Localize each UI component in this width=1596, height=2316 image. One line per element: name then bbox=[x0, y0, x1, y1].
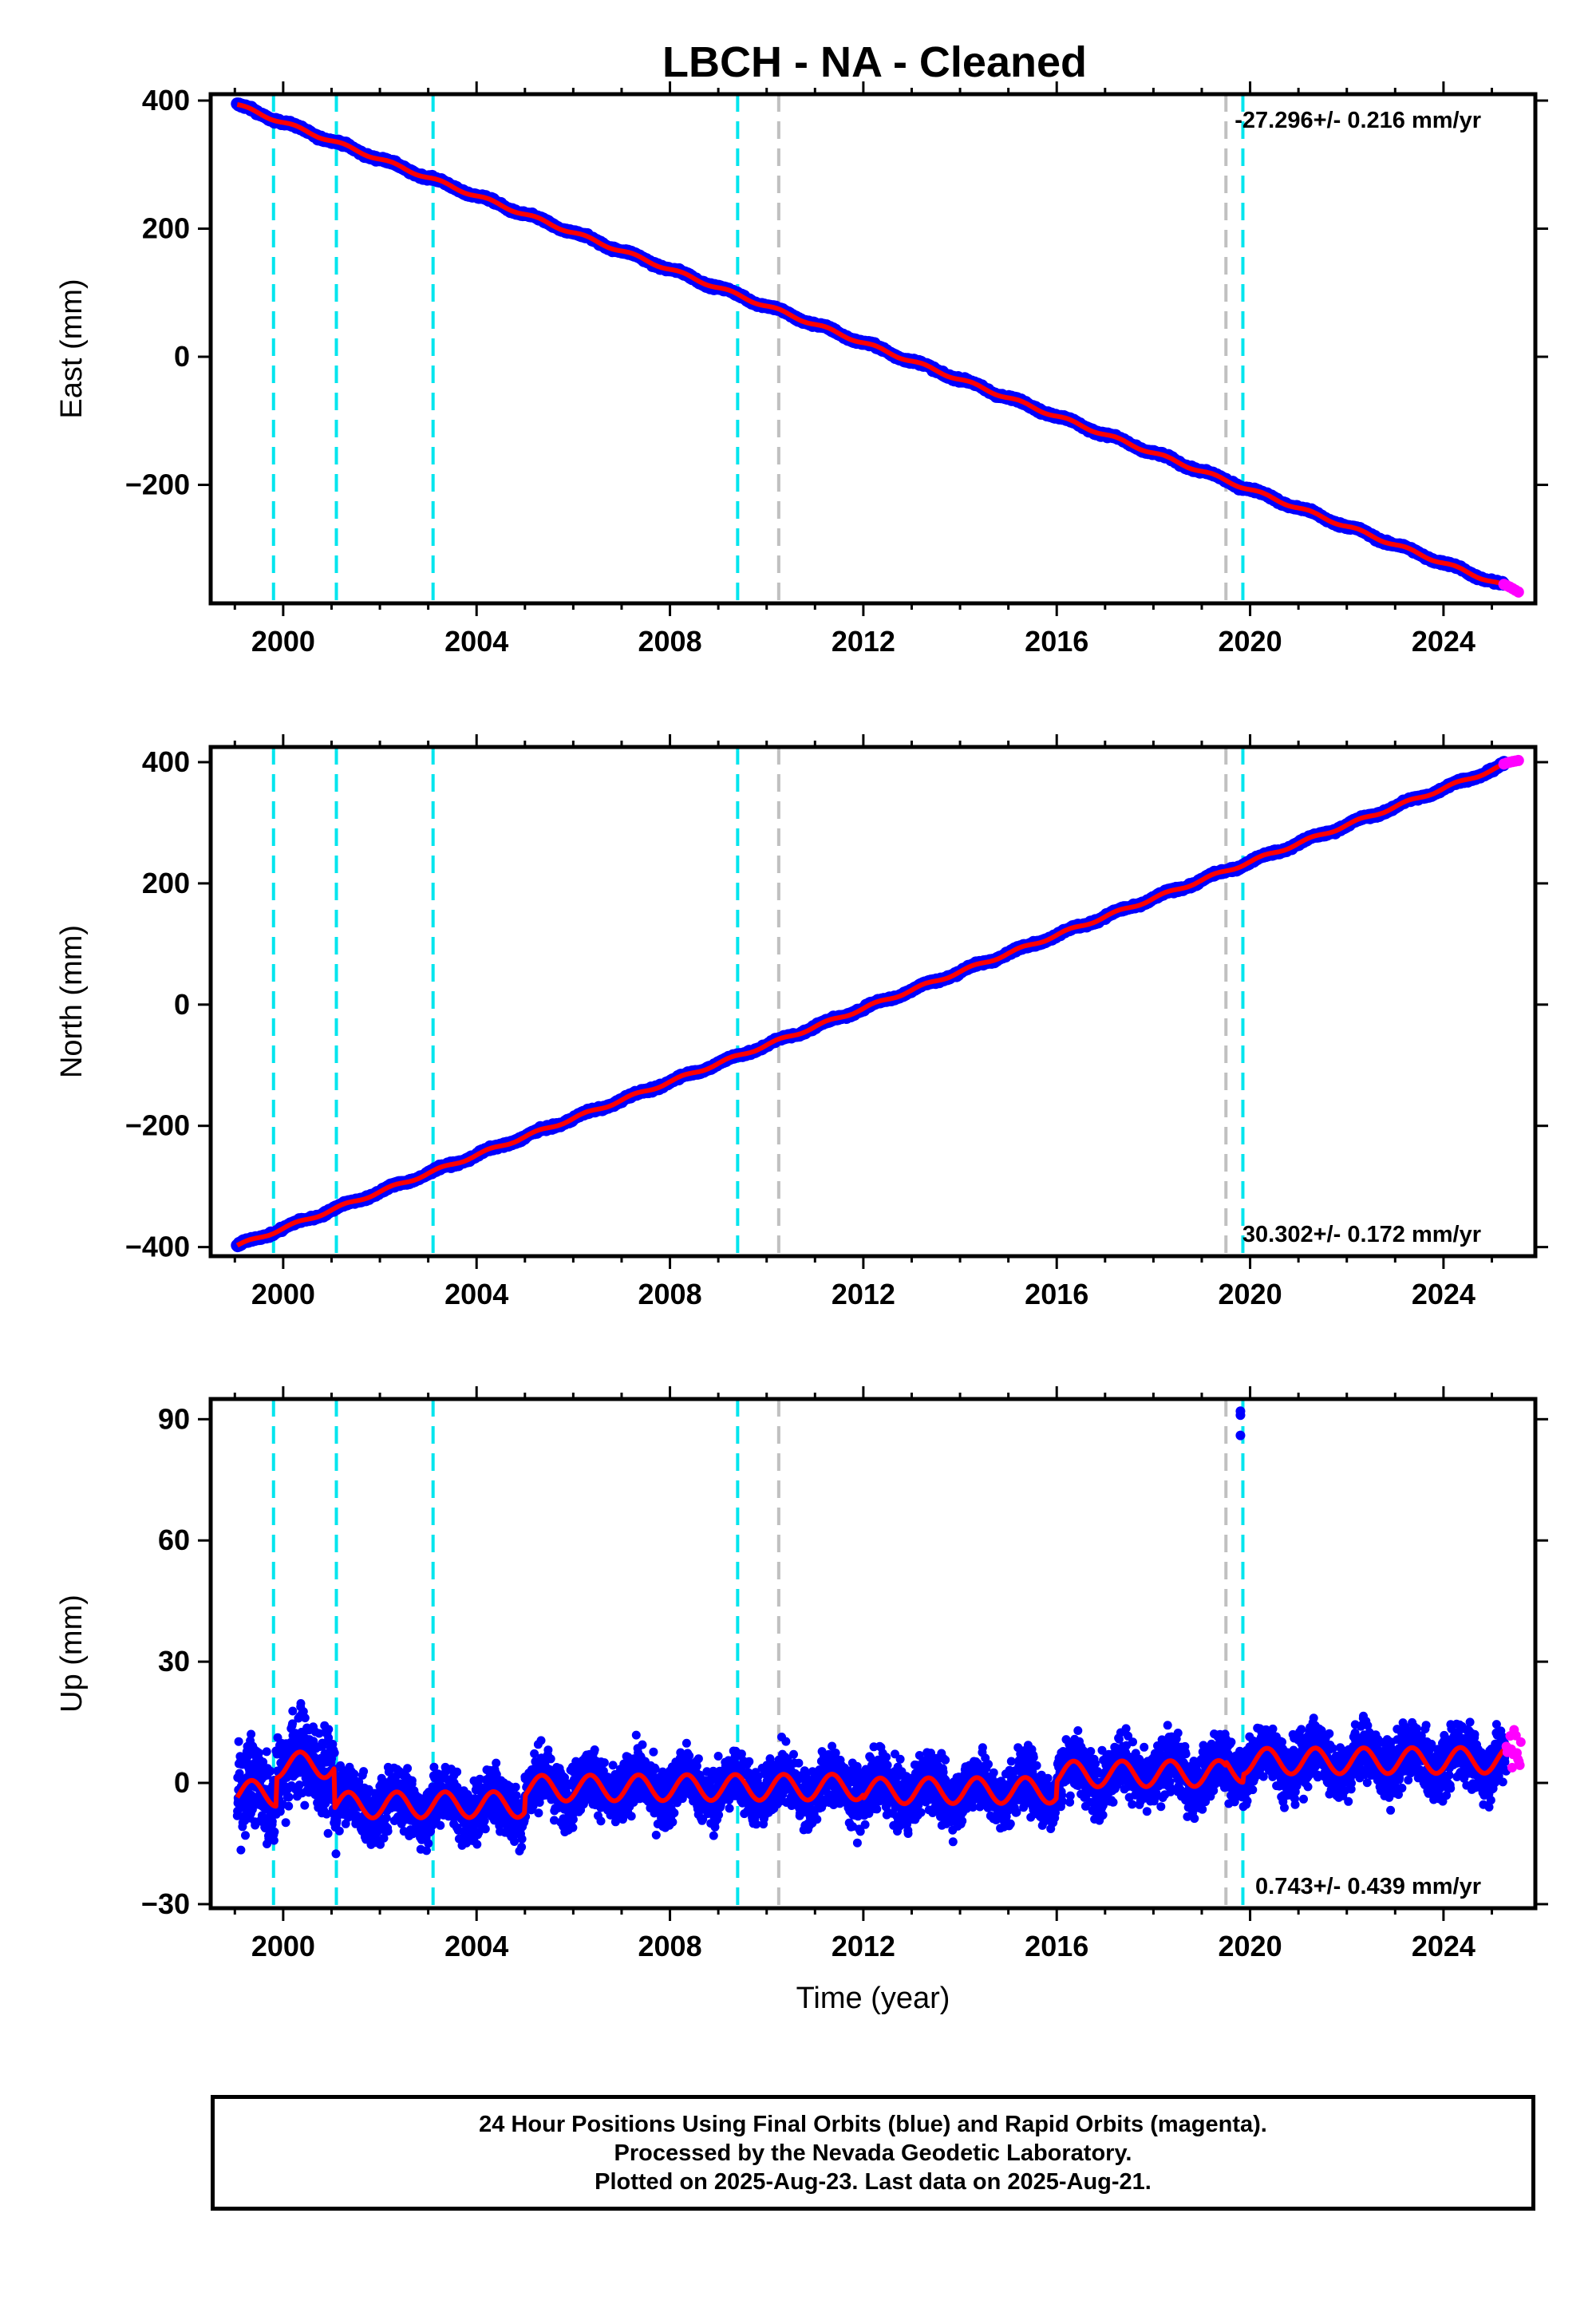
x-tick-label: 2008 bbox=[638, 1930, 702, 1962]
y-tick-label: 0 bbox=[174, 1766, 190, 1799]
x-tick-label: 2012 bbox=[832, 1930, 895, 1962]
x-tick-label: 2016 bbox=[1025, 1930, 1088, 1962]
x-tick-label: 2020 bbox=[1219, 625, 1282, 658]
x-tick-label: 2000 bbox=[251, 1930, 315, 1962]
x-tick-label: 2004 bbox=[444, 625, 508, 658]
plot-area bbox=[231, 94, 1524, 603]
x-tick-label: 2024 bbox=[1412, 625, 1476, 658]
plot-frame bbox=[208, 92, 1538, 606]
x-tick-label: 2012 bbox=[832, 625, 895, 658]
x-tick-label: 2000 bbox=[251, 1278, 315, 1310]
rapid-orbit-point bbox=[1507, 1762, 1517, 1773]
footer-line-3: Plotted on 2025-Aug-23. Last data on 202… bbox=[595, 2168, 1152, 2195]
y-tick-label: 90 bbox=[158, 1402, 190, 1435]
panel-up: 90 60 30 0 −30 2000 2004 2008 2012 2016 2020 2024 Up… bbox=[55, 1386, 1548, 2015]
x-axis-label: Time (year) bbox=[796, 1982, 950, 2015]
x-tick-label: 2024 bbox=[1412, 1278, 1476, 1310]
series-model-fit bbox=[236, 102, 1522, 595]
plot-frame bbox=[208, 745, 1538, 1259]
rapid-orbit-point bbox=[1512, 754, 1524, 766]
y-tick-label: −400 bbox=[125, 1231, 190, 1263]
y-tick-label: 400 bbox=[142, 84, 190, 117]
x-tick-label: 2004 bbox=[444, 1278, 508, 1310]
series-model-fit bbox=[235, 1745, 1523, 1820]
series-model-fit bbox=[235, 757, 1521, 1248]
y-axis-label: North (mm) bbox=[55, 925, 89, 1078]
series-final-orbits bbox=[232, 1699, 1511, 1859]
footer-box: 24 Hour Positions Using Final Orbits (bl… bbox=[211, 2095, 1535, 2211]
x-tick-label: 2024 bbox=[1412, 1930, 1476, 1962]
x-tick-label: 2020 bbox=[1219, 1930, 1282, 1962]
y-axis-label: Up (mm) bbox=[55, 1595, 89, 1713]
footer-line-2: Processed by the Nevada Geodetic Laborat… bbox=[614, 2140, 1132, 2166]
rapid-orbit-point bbox=[1512, 586, 1524, 598]
y-tick-label: 400 bbox=[142, 745, 190, 778]
figure-title: LBCH - NA - Cleaned bbox=[662, 38, 1087, 86]
y-tick-label: 60 bbox=[158, 1524, 190, 1556]
y-tick-label: −30 bbox=[141, 1887, 190, 1920]
plot-frame bbox=[208, 1397, 1538, 1911]
y-tick-label: −200 bbox=[125, 1109, 190, 1142]
x-tick-label: 2004 bbox=[444, 1930, 508, 1962]
x-tick-label: 2008 bbox=[638, 625, 702, 658]
rate-label: 0.743+/- 0.439 mm/yr bbox=[1255, 1874, 1481, 1899]
outlier-point bbox=[1235, 1410, 1246, 1421]
rate-label: 30.302+/- 0.172 mm/yr bbox=[1242, 1222, 1481, 1247]
y-tick-label: −200 bbox=[125, 468, 190, 501]
y-tick-label: 30 bbox=[158, 1645, 190, 1678]
plot-area bbox=[231, 747, 1524, 1256]
rapid-orbit-point bbox=[1515, 1760, 1525, 1770]
y-tick-label: 0 bbox=[174, 988, 190, 1021]
y-tick-label: 200 bbox=[142, 867, 190, 899]
outlier-point bbox=[1235, 1430, 1246, 1441]
x-tick-label: 2000 bbox=[251, 625, 315, 658]
x-tick-label: 2016 bbox=[1025, 625, 1088, 658]
rapid-orbit-point bbox=[1515, 1737, 1526, 1747]
y-tick-label: 200 bbox=[142, 212, 190, 245]
x-tick-label: 2016 bbox=[1025, 1278, 1088, 1310]
x-tick-label: 2008 bbox=[638, 1278, 702, 1310]
x-tick-label: 2012 bbox=[832, 1278, 895, 1310]
y-tick-label: 0 bbox=[174, 340, 190, 373]
plot-area bbox=[232, 1399, 1526, 1908]
x-tick-label: 2020 bbox=[1219, 1278, 1282, 1310]
rate-label: -27.296+/- 0.216 mm/yr bbox=[1235, 108, 1481, 133]
footer-line-1: 24 Hour Positions Using Final Orbits (bl… bbox=[479, 2111, 1267, 2137]
y-axis-label: East (mm) bbox=[55, 279, 89, 418]
